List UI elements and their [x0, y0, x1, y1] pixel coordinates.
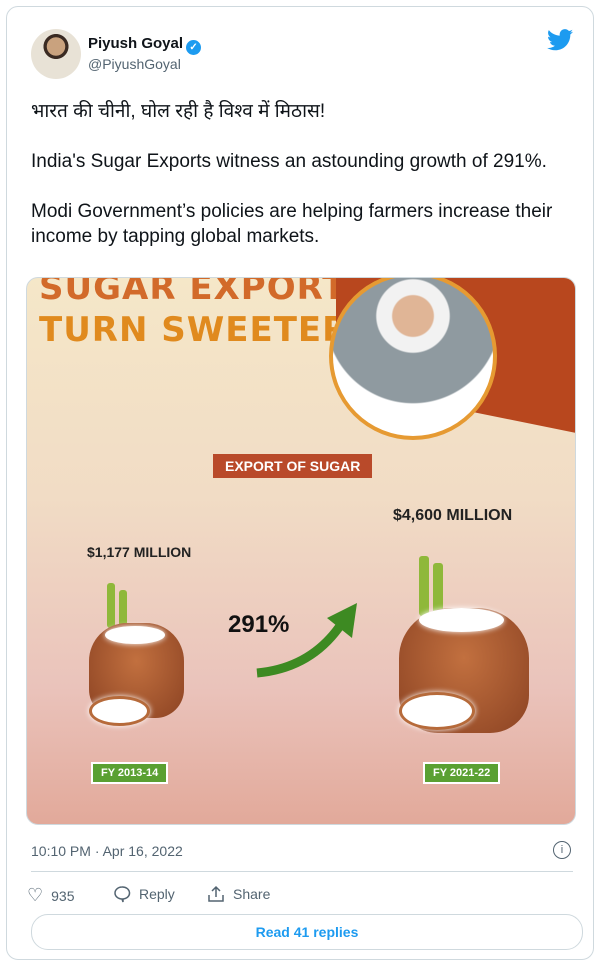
value-right: $4,600 MILLION — [393, 507, 513, 524]
avatar[interactable] — [31, 29, 81, 79]
timestamp[interactable]: 10:10 PM · Apr 16, 2022 — [31, 843, 183, 859]
heart-icon: ♡ — [27, 885, 44, 905]
portrait-photo — [329, 278, 497, 440]
year-left: FY 2013-14 — [91, 762, 169, 784]
share-label: Share — [233, 886, 271, 902]
growth-arrow-icon — [256, 603, 357, 678]
infographic-title-line1: SUGAR EXPORTS — [39, 277, 372, 308]
tweet-image[interactable]: SUGAR EXPORTS TURN SWEETER EXPORT OF SUG… — [26, 277, 576, 825]
author-name[interactable]: Piyush Goyal — [88, 35, 184, 52]
sugar-bowl-left-icon — [89, 696, 150, 726]
reply-button[interactable]: Reply — [113, 885, 175, 903]
reply-bubble-icon — [114, 886, 131, 903]
sugarcane-right-icon — [419, 556, 429, 616]
value-left: $1,177 MILLION — [87, 544, 192, 560]
sugar-bowl-right-icon — [399, 692, 475, 730]
infographic-title-line2: TURN SWEETER — [39, 310, 350, 350]
tweet-text: भारत की चीनी, घोल रही है विश्व में मिठास… — [31, 101, 553, 247]
sugarcane-left-icon — [119, 590, 127, 630]
author-handle[interactable]: @PiyushGoyal — [88, 56, 181, 72]
sugar-pile-icon — [419, 608, 504, 632]
info-icon[interactable]: i — [553, 841, 571, 859]
twitter-bird-icon[interactable] — [547, 29, 573, 51]
share-button[interactable]: Share — [207, 885, 270, 903]
sugar-pile-icon — [105, 626, 165, 644]
divider — [31, 871, 573, 872]
verified-icon: ✓ — [186, 40, 202, 55]
year-right: FY 2021-22 — [423, 762, 501, 784]
like-count: 935 — [51, 887, 75, 904]
sugarcane-right-icon — [433, 563, 443, 618]
growth-percentage: 291% — [228, 611, 290, 638]
infographic-badge: EXPORT OF SUGAR — [213, 454, 373, 478]
share-icon — [208, 885, 224, 902]
reply-label: Reply — [139, 886, 175, 902]
tweet-card: Piyush Goyal ✓ @PiyushGoyal भारत की चीनी,… — [6, 6, 594, 960]
author-name-row[interactable]: Piyush Goyal ✓ — [88, 35, 202, 55]
sugarcane-left-icon — [107, 583, 115, 628]
like-button[interactable]: ♡ 935 — [27, 885, 75, 906]
read-replies-button[interactable]: Read 41 replies — [31, 914, 583, 950]
